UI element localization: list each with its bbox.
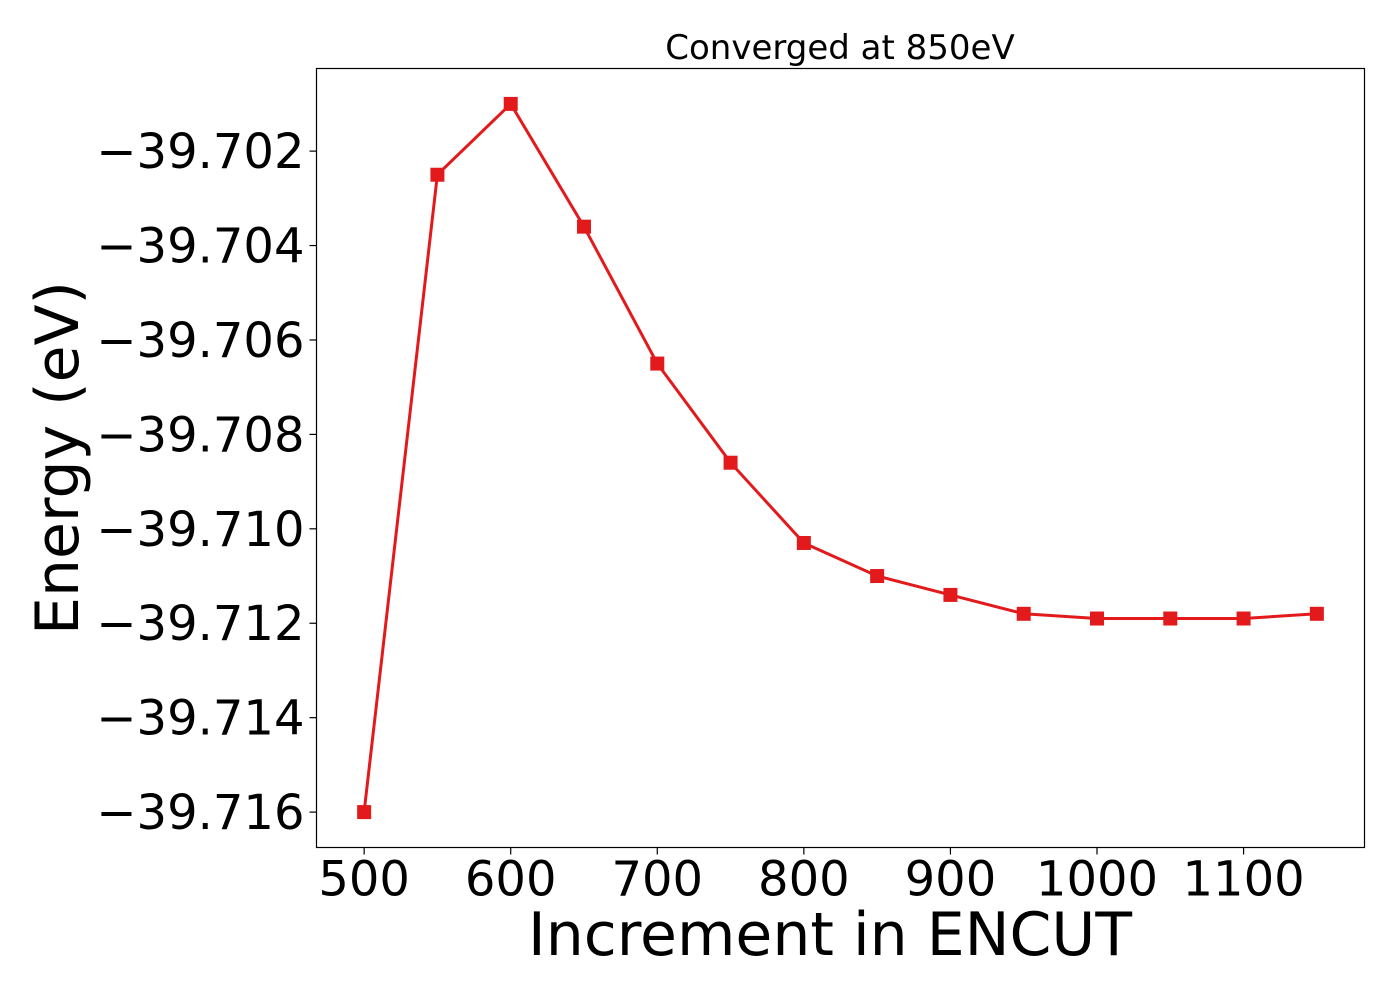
y-tick-label: −39.708 (96, 407, 304, 463)
y-tick-label: −39.702 (96, 124, 304, 180)
data-point-marker (1236, 611, 1251, 626)
x-tick-label: 700 (611, 852, 703, 908)
x-tick-label: 1100 (1182, 852, 1304, 908)
x-tick-label: 800 (758, 852, 850, 908)
data-point-marker (1090, 611, 1105, 626)
x-tick-label: 600 (465, 852, 557, 908)
data-point-marker (870, 569, 885, 584)
chart-title: Converged at 850eV (665, 28, 1014, 68)
data-point-marker (357, 805, 372, 820)
data-point-marker (503, 96, 518, 111)
y-tick-label: −39.706 (96, 313, 304, 369)
x-axis: 500 600 700 800 900 1000 1100 (318, 847, 1305, 908)
y-axis-label: Energy (eV) (23, 281, 93, 635)
data-point-marker (943, 587, 958, 602)
data-point-marker (1016, 606, 1031, 621)
y-tick-label: −39.714 (96, 691, 304, 747)
y-tick-label: −39.712 (96, 596, 304, 652)
y-tick-label: −39.704 (96, 219, 304, 275)
x-tick-label: 500 (318, 852, 410, 908)
x-tick-label: 900 (905, 852, 997, 908)
data-point-marker (1309, 606, 1324, 621)
plot-area-frame (315, 67, 1366, 849)
data-point-marker (796, 535, 811, 550)
data-point-marker (650, 356, 665, 371)
data-point-marker (430, 167, 445, 182)
series-line (362, 101, 1317, 813)
data-point-marker (576, 219, 591, 234)
y-axis: −39.716 −39.714 −39.712 −39.710 −39.708 −39.7… (96, 124, 317, 841)
x-axis-label: Increment in ENCUT (528, 900, 1132, 970)
series-markers (357, 96, 1324, 820)
y-tick-label: −39.716 (96, 785, 304, 841)
y-tick-label: −39.710 (96, 502, 304, 558)
data-point-marker (723, 455, 738, 470)
x-tick-label: 1000 (1036, 852, 1158, 908)
data-point-marker (1163, 611, 1178, 626)
